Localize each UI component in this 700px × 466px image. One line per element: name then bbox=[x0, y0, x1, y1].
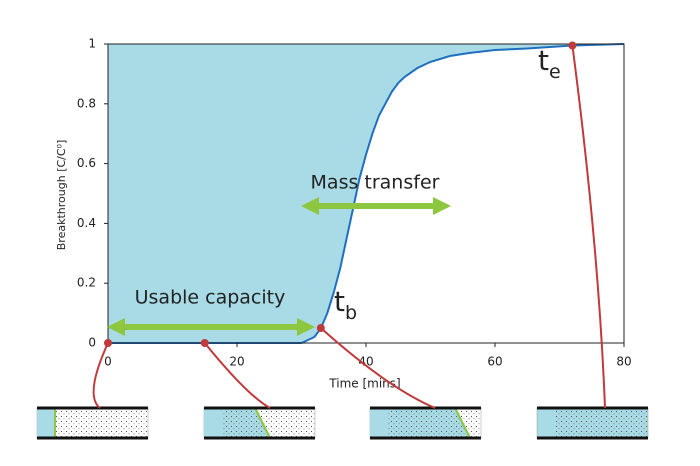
plot-area: 0 20 40 60 80 0 0.2 0.4 0.6 0.8 1 bbox=[77, 37, 632, 369]
y-axis-label: Breakthrough [C/C⁰] bbox=[55, 140, 68, 250]
y-tick-label: 0.6 bbox=[77, 156, 96, 170]
marker bbox=[104, 339, 112, 347]
y-tick-label: 0.2 bbox=[77, 276, 96, 290]
x-tick-label: 60 bbox=[487, 355, 502, 369]
x-tick-label: 80 bbox=[616, 355, 631, 369]
annotation: te bbox=[538, 44, 561, 83]
y-tick-label: 0.8 bbox=[77, 96, 96, 110]
marker bbox=[200, 339, 209, 347]
column-diagrams bbox=[36, 406, 649, 440]
marker bbox=[316, 324, 325, 333]
x-tick-label: 40 bbox=[358, 355, 373, 369]
x-tick-label: 0 bbox=[104, 355, 112, 369]
connector bbox=[320, 327, 436, 409]
connector bbox=[92, 342, 109, 409]
annotation-main: t bbox=[538, 44, 549, 77]
line bbox=[108, 43, 625, 344]
annotation: Usable capacity bbox=[135, 287, 286, 309]
y-tick-label: 1 bbox=[88, 37, 96, 51]
annotation-subscript: b bbox=[345, 302, 357, 324]
x-tick-label: 20 bbox=[229, 355, 244, 369]
connector bbox=[203, 342, 271, 409]
annotation-main: t bbox=[334, 285, 345, 318]
x-axis-label: Time [mins] bbox=[328, 377, 400, 391]
annotation-subscript: e bbox=[549, 61, 561, 83]
area bbox=[108, 44, 624, 343]
annotation: Mass transfer bbox=[311, 172, 440, 194]
marker bbox=[568, 41, 577, 50]
annotation: tb bbox=[334, 285, 357, 324]
connector bbox=[571, 45, 606, 409]
y-tick-label: 0.4 bbox=[77, 216, 96, 230]
y-tick-label: 0 bbox=[88, 336, 96, 350]
